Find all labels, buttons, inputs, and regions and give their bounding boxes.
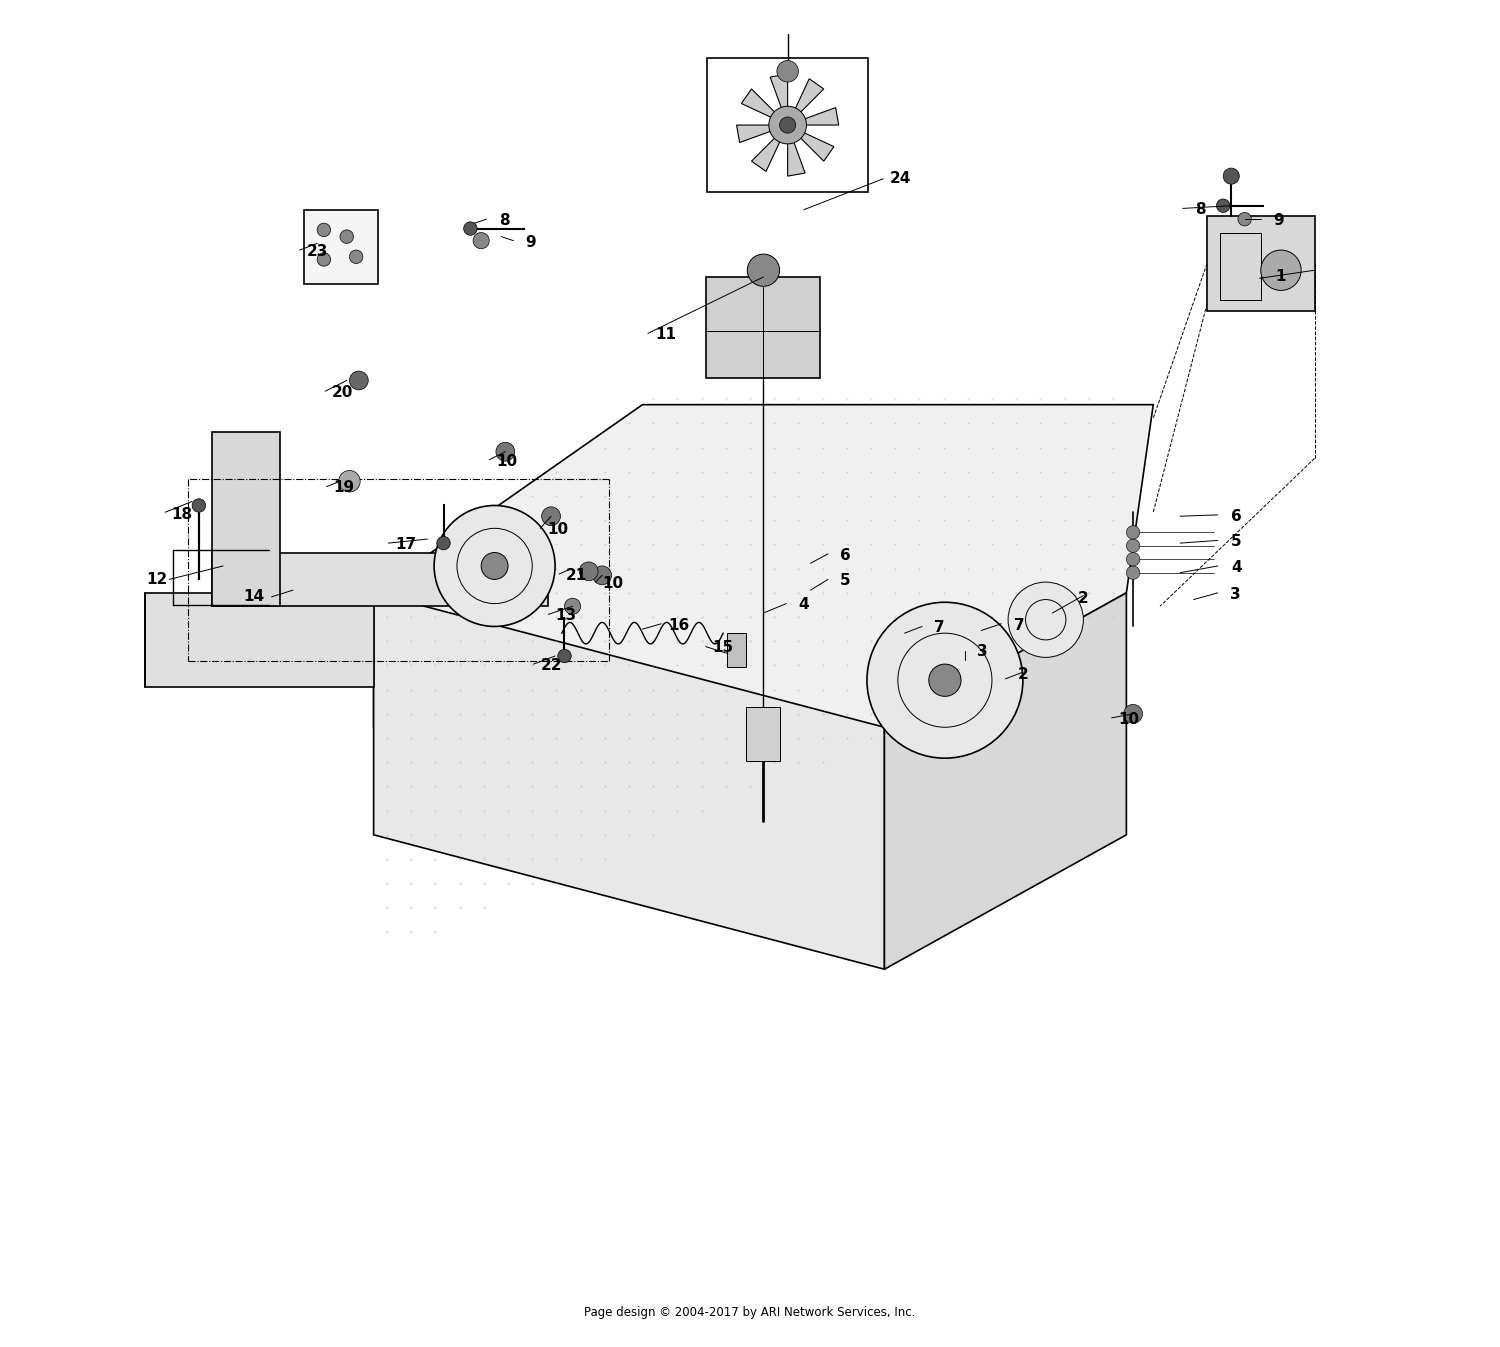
Bar xyxy=(728,633,746,667)
Circle shape xyxy=(316,224,330,237)
Text: 4: 4 xyxy=(1232,560,1242,575)
Polygon shape xyxy=(752,125,788,171)
Circle shape xyxy=(1126,539,1140,552)
Circle shape xyxy=(564,598,580,614)
Bar xyxy=(706,58,868,193)
Bar xyxy=(303,210,378,284)
Circle shape xyxy=(350,251,363,264)
Polygon shape xyxy=(770,74,788,125)
Polygon shape xyxy=(741,89,788,125)
Text: 24: 24 xyxy=(890,171,910,186)
Text: 8: 8 xyxy=(498,213,510,228)
Polygon shape xyxy=(213,431,279,606)
Text: 3: 3 xyxy=(1230,587,1240,602)
Circle shape xyxy=(558,649,572,663)
FancyBboxPatch shape xyxy=(1208,217,1314,311)
Text: 21: 21 xyxy=(566,568,586,583)
Text: 14: 14 xyxy=(243,590,264,605)
Circle shape xyxy=(436,536,450,550)
Text: 12: 12 xyxy=(147,572,168,587)
Text: 15: 15 xyxy=(712,640,734,656)
Text: 6: 6 xyxy=(1232,509,1242,524)
Text: 7: 7 xyxy=(934,621,945,636)
Polygon shape xyxy=(788,125,806,176)
Text: 3: 3 xyxy=(976,644,988,660)
Text: 1: 1 xyxy=(1275,269,1286,284)
Circle shape xyxy=(350,370,368,389)
Text: 2: 2 xyxy=(1078,591,1089,606)
Text: 22: 22 xyxy=(540,657,562,674)
Text: Page design © 2004-2017 by ARI Network Services, Inc.: Page design © 2004-2017 by ARI Network S… xyxy=(585,1305,915,1319)
Circle shape xyxy=(592,566,612,585)
Bar xyxy=(746,707,780,761)
Circle shape xyxy=(1126,525,1140,539)
Circle shape xyxy=(777,61,798,82)
Text: 9: 9 xyxy=(1274,213,1284,228)
Text: 17: 17 xyxy=(396,537,417,552)
Circle shape xyxy=(339,470,360,492)
Circle shape xyxy=(928,664,962,696)
Text: 2: 2 xyxy=(1017,667,1029,683)
Text: 10: 10 xyxy=(603,577,624,591)
Text: 6: 6 xyxy=(840,548,850,563)
Circle shape xyxy=(1126,566,1140,579)
Text: 20: 20 xyxy=(332,385,354,400)
Polygon shape xyxy=(788,108,838,125)
Circle shape xyxy=(472,233,489,249)
Circle shape xyxy=(192,498,206,512)
Text: 4: 4 xyxy=(798,598,808,613)
Text: 10: 10 xyxy=(1119,711,1140,726)
Circle shape xyxy=(1124,704,1143,723)
Circle shape xyxy=(770,106,807,144)
Text: 18: 18 xyxy=(171,508,192,523)
Text: 10: 10 xyxy=(496,454,517,469)
Polygon shape xyxy=(788,125,834,162)
Circle shape xyxy=(579,562,598,581)
FancyBboxPatch shape xyxy=(705,277,821,377)
Polygon shape xyxy=(788,78,824,125)
Circle shape xyxy=(316,253,330,267)
Circle shape xyxy=(1238,213,1251,226)
Circle shape xyxy=(340,230,354,244)
Circle shape xyxy=(867,602,1023,758)
Circle shape xyxy=(1008,582,1083,657)
Circle shape xyxy=(464,222,477,236)
Circle shape xyxy=(1222,168,1239,185)
Polygon shape xyxy=(374,404,1154,727)
Circle shape xyxy=(496,442,514,461)
Polygon shape xyxy=(736,125,788,143)
Text: 19: 19 xyxy=(333,481,354,496)
Circle shape xyxy=(747,255,780,287)
Text: 5: 5 xyxy=(840,574,850,589)
Text: 10: 10 xyxy=(548,523,568,537)
Text: 7: 7 xyxy=(1014,618,1025,633)
Text: 23: 23 xyxy=(306,244,328,259)
Polygon shape xyxy=(374,593,885,970)
Polygon shape xyxy=(146,593,374,687)
Polygon shape xyxy=(213,552,549,606)
Circle shape xyxy=(1216,199,1230,213)
Circle shape xyxy=(482,552,508,579)
Circle shape xyxy=(780,117,795,133)
Circle shape xyxy=(1262,251,1300,291)
Text: 8: 8 xyxy=(1196,202,1206,217)
Text: ARI: ARI xyxy=(591,618,909,781)
Circle shape xyxy=(542,506,561,525)
Text: 16: 16 xyxy=(668,618,690,633)
Polygon shape xyxy=(885,593,1126,970)
Circle shape xyxy=(433,505,555,626)
Text: 11: 11 xyxy=(656,327,676,342)
Text: 5: 5 xyxy=(1232,535,1242,550)
Circle shape xyxy=(1126,552,1140,566)
Text: 9: 9 xyxy=(525,234,536,249)
Text: 13: 13 xyxy=(555,609,576,624)
